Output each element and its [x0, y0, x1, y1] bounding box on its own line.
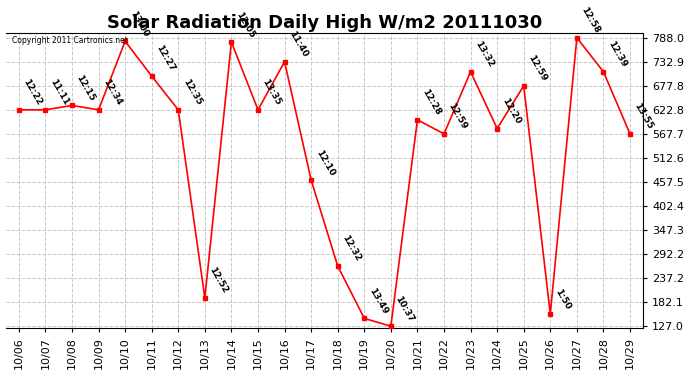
Text: 12:35: 12:35	[181, 78, 203, 107]
Text: 12:20: 12:20	[500, 96, 522, 126]
Text: 12:34: 12:34	[101, 78, 124, 107]
Text: 12:32: 12:32	[340, 234, 362, 263]
Text: Copyright 2011 Cartronics.net: Copyright 2011 Cartronics.net	[12, 36, 128, 45]
Text: 13:55: 13:55	[633, 102, 655, 131]
Text: 13:49: 13:49	[367, 286, 389, 316]
Text: 12:39: 12:39	[607, 40, 629, 69]
Text: 12:05: 12:05	[234, 10, 256, 39]
Text: 11:11: 11:11	[48, 78, 70, 107]
Text: 12:10: 12:10	[314, 148, 336, 177]
Text: 12:15: 12:15	[75, 74, 97, 103]
Text: 11:40: 11:40	[287, 30, 309, 59]
Text: 10:37: 10:37	[393, 294, 416, 324]
Text: 12:59: 12:59	[447, 102, 469, 131]
Text: 12:52: 12:52	[208, 266, 230, 295]
Text: 12:28: 12:28	[420, 88, 442, 117]
Text: 1:50: 1:50	[553, 288, 572, 311]
Text: 12:58: 12:58	[580, 6, 602, 35]
Title: Solar Radiation Daily High W/m2 20111030: Solar Radiation Daily High W/m2 20111030	[107, 14, 542, 32]
Text: 12:22: 12:22	[21, 78, 43, 107]
Text: 12:59: 12:59	[526, 54, 549, 83]
Text: 13:00: 13:00	[128, 9, 150, 38]
Text: 13:32: 13:32	[473, 40, 495, 69]
Text: 13:35: 13:35	[261, 78, 283, 107]
Text: 12:27: 12:27	[155, 44, 177, 74]
